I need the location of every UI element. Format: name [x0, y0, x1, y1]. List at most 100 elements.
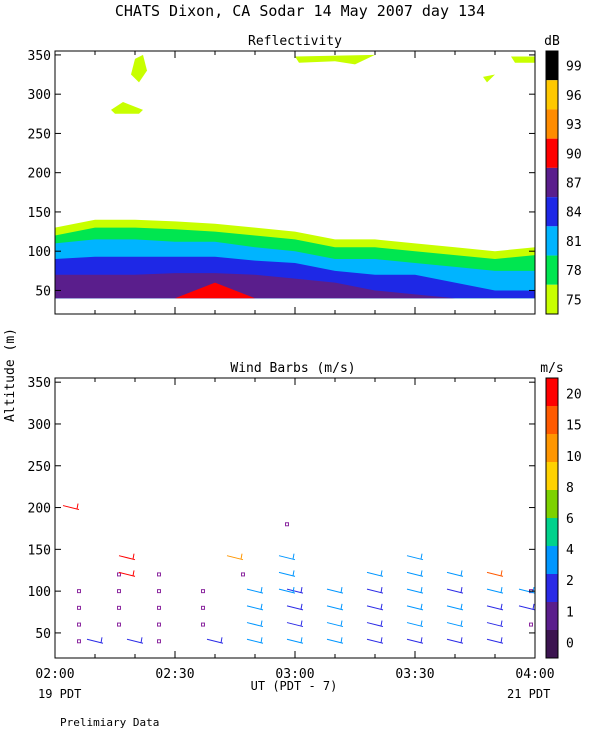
colorbar-swatch [546, 574, 558, 602]
colorbar-label: 0 [566, 636, 574, 651]
colorbar-swatch [546, 255, 558, 285]
wind-barb [326, 622, 344, 628]
wind-axes: 50 100 150 200 250 300 350 [28, 376, 536, 659]
wind-barb-flag [292, 587, 295, 593]
wind-barbs [62, 503, 536, 644]
calm-marker [157, 572, 161, 577]
colorbar-swatch [546, 602, 558, 630]
wind-barb [518, 588, 536, 594]
y-tick-label: 100 [28, 245, 51, 260]
wind-barb [406, 638, 424, 644]
wind-barb-flag [140, 637, 143, 643]
colorbar-label: 96 [566, 89, 582, 104]
calm-marker [77, 589, 81, 594]
colorbar-label: 84 [566, 206, 582, 221]
colorbar-label: 20 [566, 388, 582, 403]
colorbar-frame [545, 50, 559, 315]
wind-barb [406, 555, 424, 561]
wind-barb-flag [460, 637, 463, 643]
wind-barb [246, 622, 264, 628]
wind-barb-flag [500, 570, 503, 577]
x-tick-label: 04:00 [515, 667, 554, 682]
reflectivity-colorbar-unit: dB [544, 34, 560, 49]
calm-marker [77, 605, 81, 610]
calm-marker [241, 572, 245, 577]
wind-barb [286, 605, 304, 611]
wind-barb [406, 588, 424, 594]
calm-marker [117, 605, 121, 610]
wind-barb [206, 638, 224, 644]
wind-barb-flag [460, 587, 463, 593]
colorbar-swatch [546, 630, 558, 658]
colorbar-swatch [546, 434, 558, 462]
wind-barb-flag [420, 603, 423, 610]
reflectivity-panel-title: Reflectivity [248, 34, 342, 49]
wind-barb [486, 638, 504, 644]
wind-barb-flag [220, 637, 223, 643]
wind-barb [446, 605, 464, 611]
reflectivity-patch [483, 74, 495, 83]
y-tick-label: 200 [28, 167, 51, 182]
wind-barb-flag [500, 587, 503, 593]
wind-barb-flag [100, 637, 103, 643]
calm-marker [201, 589, 205, 594]
wind-barb [446, 588, 464, 594]
reflectivity-patch [295, 54, 375, 65]
wind-barb [246, 605, 264, 611]
figure-title: CHATS Dixon, CA Sodar 14 May 2007 day 13… [115, 2, 485, 20]
colorbar-label: 78 [566, 264, 582, 279]
y-tick-label: 300 [28, 88, 51, 103]
colorbar-swatch [546, 378, 558, 406]
colorbar-swatch [546, 109, 558, 139]
calm-marker [117, 622, 121, 627]
wind-colorbar-unit: m/s [540, 361, 563, 376]
wind-barb-flag [340, 620, 343, 627]
colorbar-label: 81 [566, 235, 582, 250]
colorbar-swatch [546, 518, 558, 546]
wind-barb [326, 638, 344, 644]
colorbar-swatch [546, 51, 558, 81]
wind-barb [518, 605, 536, 611]
wind-barb [366, 571, 384, 577]
reflectivity-fields [55, 54, 535, 299]
wind-barb-flag [76, 503, 79, 510]
x-tick-label: 02:30 [155, 667, 194, 682]
wind-barb [366, 588, 384, 594]
wind-barb-flag [460, 603, 463, 610]
reflectivity-patch [511, 56, 535, 63]
colorbar-label: 1 [566, 605, 574, 620]
wind-barb [286, 622, 304, 628]
wind-barb [118, 555, 136, 561]
wind-barb [278, 588, 296, 594]
wind-barb [446, 622, 464, 628]
wind-barb-flag [132, 570, 135, 577]
wind-barb [278, 555, 296, 561]
calm-marker [529, 622, 533, 627]
colorbar-swatch [546, 197, 558, 227]
y-tick-label: 350 [28, 49, 51, 64]
calm-marker [157, 622, 161, 627]
colorbar-swatch [546, 80, 558, 110]
calm-marker [77, 622, 81, 627]
calm-marker [285, 522, 289, 527]
wind-barb-flag [420, 620, 423, 627]
reflectivity-colorbar: 99 96 93 90 87 84 81 78 75 [545, 50, 582, 315]
colorbar-label: 93 [566, 118, 582, 133]
reflectivity-peak [175, 282, 255, 299]
wind-barb-flag [380, 620, 383, 627]
wind-barb-flag [420, 553, 423, 560]
x-tick-label: 03:30 [395, 667, 434, 682]
wind-barb [406, 622, 424, 628]
reflectivity-patch [131, 54, 147, 83]
wind-barb [326, 605, 344, 611]
x-tick-label: 03:00 [275, 667, 314, 682]
calm-marker [201, 605, 205, 610]
colorbar-label: 8 [566, 481, 574, 496]
calm-marker [201, 622, 205, 627]
wind-barb-flag [500, 637, 503, 643]
wind-barb-flag [260, 587, 263, 593]
wind-barb-flag [300, 637, 303, 643]
wind-barb-flag [340, 603, 343, 610]
colorbar-label: 2 [566, 574, 574, 589]
